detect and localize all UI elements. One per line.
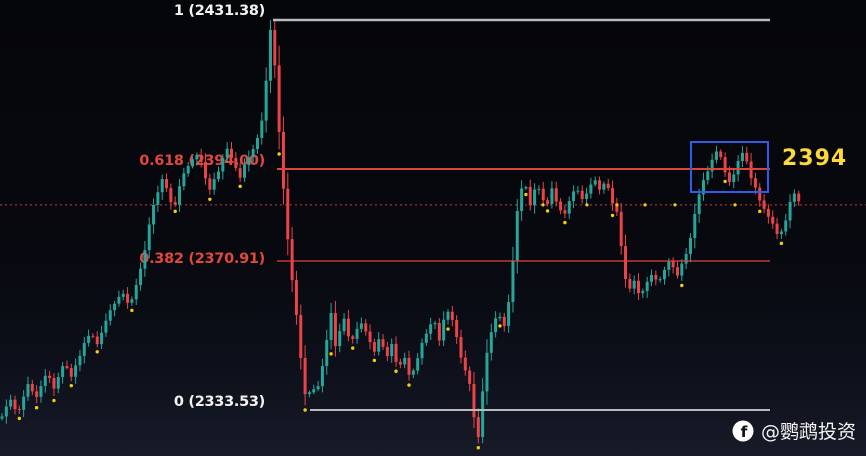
facebook-icon: f	[732, 420, 754, 442]
swing-low-markers	[17, 152, 784, 450]
candlestick-series	[0, 20, 801, 444]
svg-text:f: f	[741, 423, 748, 441]
svg-text:0 (2333.53): 0 (2333.53)	[174, 394, 265, 410]
watermark: f @鹦鹉投资	[732, 417, 856, 444]
watermark-handle: @鹦鹉投资	[760, 421, 856, 443]
highlight-box	[690, 141, 769, 193]
price-annotation-2394: 2394	[782, 146, 848, 171]
svg-text:0.382 (2370.91): 0.382 (2370.91)	[139, 251, 265, 267]
fib-retracement-lines	[273, 18, 770, 411]
price-line-dots	[541, 203, 737, 207]
svg-text:1 (2431.38): 1 (2431.38)	[174, 3, 265, 19]
